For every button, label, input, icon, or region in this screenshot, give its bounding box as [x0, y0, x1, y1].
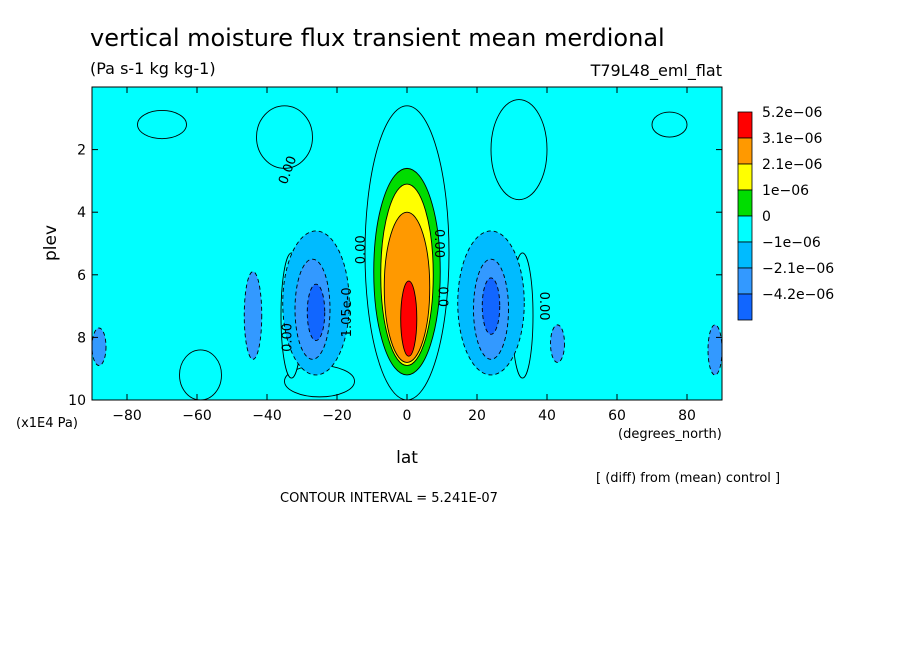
y-tick-label: 4: [77, 205, 86, 221]
contour-interval-label: CONTOUR INTERVAL = 5.241E-07: [280, 491, 498, 506]
contour-region-20: [550, 324, 565, 363]
legend-label: 0: [762, 209, 771, 225]
x-units-label: (degrees_north): [618, 427, 722, 442]
y-axis-label: plev: [41, 225, 61, 261]
experiment-label: T79L48_eml_flat: [590, 61, 722, 81]
x-tick-label: −80: [112, 408, 142, 424]
units-label: (Pa s-1 kg kg-1): [90, 59, 216, 78]
x-tick-label: −20: [322, 408, 352, 424]
legend-swatch: [737, 111, 753, 139]
y-tick-label: 10: [68, 393, 86, 409]
legend-label: −2.1e−06: [762, 261, 834, 277]
legend-swatch: [737, 267, 753, 295]
contour-label-5: 0.0: [435, 286, 450, 307]
x-tick-label: 80: [678, 408, 696, 424]
legend-swatch: [737, 137, 753, 165]
x-tick-label: −40: [252, 408, 282, 424]
contour-region-21: [92, 327, 107, 367]
legend-label: −4.2e−06: [762, 287, 834, 303]
x-tick-label: 60: [608, 408, 626, 424]
contour-region-6: [256, 105, 313, 169]
legend-label: 2.1e−06: [762, 157, 823, 173]
x-tick-label: 20: [468, 408, 486, 424]
contour-label-3: 0.00: [281, 323, 296, 352]
legend-swatch: [737, 241, 753, 269]
contour-label-2: 1.05e-0: [340, 287, 355, 337]
x-axis-label: lat: [396, 448, 418, 468]
legend-swatch: [737, 189, 753, 217]
legend-swatch: [737, 163, 753, 191]
legend-swatch: [737, 293, 753, 321]
contour-region-19: [243, 271, 263, 360]
legend-label: 3.1e−06: [762, 131, 823, 147]
plot-area: 0.000.001.05e-00.000.000.0 0.00: [91, 86, 723, 401]
chart-title: vertical moisture flux transient mean me…: [90, 24, 665, 52]
x-tick-label: 40: [538, 408, 556, 424]
y-tick-label: 8: [77, 330, 86, 346]
y-tick-label: 6: [77, 268, 86, 284]
legend-label: 1e−06: [762, 183, 809, 199]
contour-region-8: [137, 110, 187, 140]
legend-label: 5.2e−06: [762, 105, 823, 121]
y-tick-label: 2: [77, 143, 86, 159]
contour-region-9: [651, 111, 688, 138]
y-axis: 2 4 6 8 10: [68, 143, 722, 409]
x-axis: −80 −60 −40 −20 0 20 40 60 80: [112, 87, 696, 424]
color-legend: 5.2e−06 3.1e−06 2.1e−06 1e−06 0 −1e−06 −2.1e−0…: [737, 105, 834, 321]
contour-region-14: [400, 280, 418, 357]
contour-region-7: [490, 99, 548, 201]
legend-label: −1e−06: [762, 235, 821, 251]
contour-region-23: [306, 283, 326, 341]
contour-region-24: [481, 277, 501, 335]
x-tick-label: −60: [182, 408, 212, 424]
y-units-label: (x1E4 Pa): [16, 416, 78, 431]
contour-label-6: 0.00: [536, 292, 551, 321]
diff-label: [ (diff) from (mean) control ]: [596, 471, 780, 486]
legend-swatch: [737, 215, 753, 243]
x-tick-label: 0: [403, 408, 412, 424]
contour-region-2: [179, 349, 222, 400]
contour-label-4: 0.00: [431, 229, 446, 258]
contour-region-22: [707, 324, 722, 376]
contour-label-1: 0.00: [354, 235, 369, 264]
